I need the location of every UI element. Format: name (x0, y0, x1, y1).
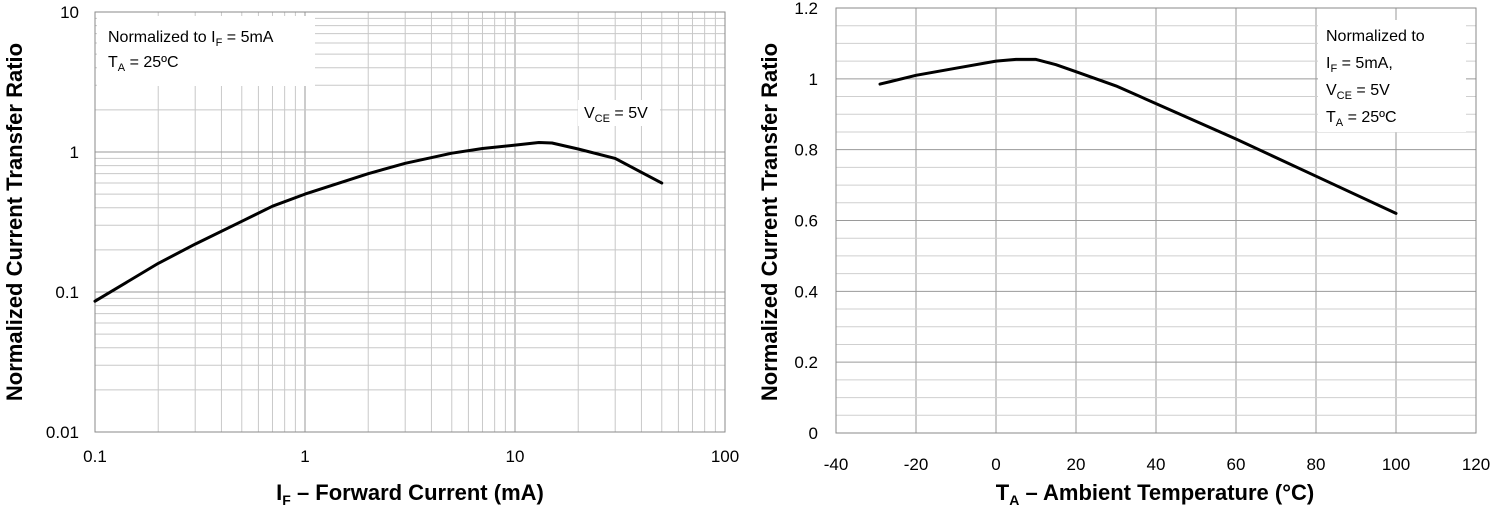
chart1-annotation-line2: TA = 25ºC (108, 54, 179, 74)
chart1-y-tick-label: 1 (70, 143, 79, 162)
chart1-series (93, 141, 664, 303)
chart2-series (878, 57, 1398, 215)
chart2-x-tick-label: 0 (991, 455, 1000, 474)
chart2-y-tick-label: 1.2 (794, 0, 818, 18)
chart2-frame (835, 7, 1477, 434)
chart1-x-tick-label: 0.1 (83, 447, 107, 466)
chart2-y-tick-label: 0.8 (794, 141, 818, 160)
chart1-frame (94, 11, 726, 433)
chart2-x-tick-label: 80 (1307, 455, 1326, 474)
chart2-annotation-line4: TA = 25ºC (1326, 109, 1397, 129)
chart2-y-tick-label: 0.6 (794, 212, 818, 231)
chart2-x-tick-label: -40 (824, 455, 849, 474)
chart2-y-tick-label: 0.2 (794, 353, 818, 372)
chart2-annotation-line2: IF = 5mA, (1326, 55, 1393, 75)
chart1-y-tick-label: 10 (60, 3, 79, 22)
chart2-y-tick-label: 0 (809, 424, 818, 443)
chart1-y-axis-label: Normalized Current Transfer Ratio (2, 43, 27, 401)
chart2-series-line (878, 57, 1398, 215)
chart2-annotation-bg (1318, 20, 1466, 132)
chart1-y-tick-label: 0.01 (46, 423, 79, 442)
chart2-y-tick-label: 1 (809, 70, 818, 89)
chart2-x-tick-label: 120 (1462, 455, 1490, 474)
chart2-annotation-line1: Normalized to (1326, 28, 1425, 45)
chart1-series-line (93, 141, 664, 303)
chart2-x-tick-label: 60 (1227, 455, 1246, 474)
chart2-annotation-line3: VCE = 5V (1326, 82, 1390, 102)
chart2-x-tick-label: 100 (1382, 455, 1410, 474)
chart1-x-tick-label: 10 (506, 447, 525, 466)
chart2-x-tick-label: 40 (1147, 455, 1166, 474)
chart1-annotation-bg (97, 16, 315, 86)
chart1-x-axis-label: IF – Forward Current (mA) (276, 480, 544, 508)
chart2-ticks: -40 -20 0 20 40 60 80 100 120 0 0.2 0.4 0.6 0.8 1 1.2 (794, 0, 1490, 474)
chart1-vce-annotation: VCE = 5V (584, 105, 648, 125)
chart2-y-tick-label: 0.4 (794, 282, 818, 301)
chart1-annotation-line1: Normalized to IF = 5mA (108, 29, 274, 49)
chart2-y-axis-label: Normalized Current Transfer Ratio (757, 43, 782, 401)
chart2-x-axis-label: TA – Ambient Temperature (°C) (996, 480, 1314, 508)
chart1-vce-bg (578, 100, 660, 126)
chart2-x-tick-label: 20 (1067, 455, 1086, 474)
chart1-x-tick-label: 1 (300, 447, 309, 466)
chart1-y-tick-label: 0.1 (55, 283, 79, 302)
chart1-x-tick-label: 100 (711, 447, 739, 466)
chart2-x-tick-label: -20 (904, 455, 929, 474)
